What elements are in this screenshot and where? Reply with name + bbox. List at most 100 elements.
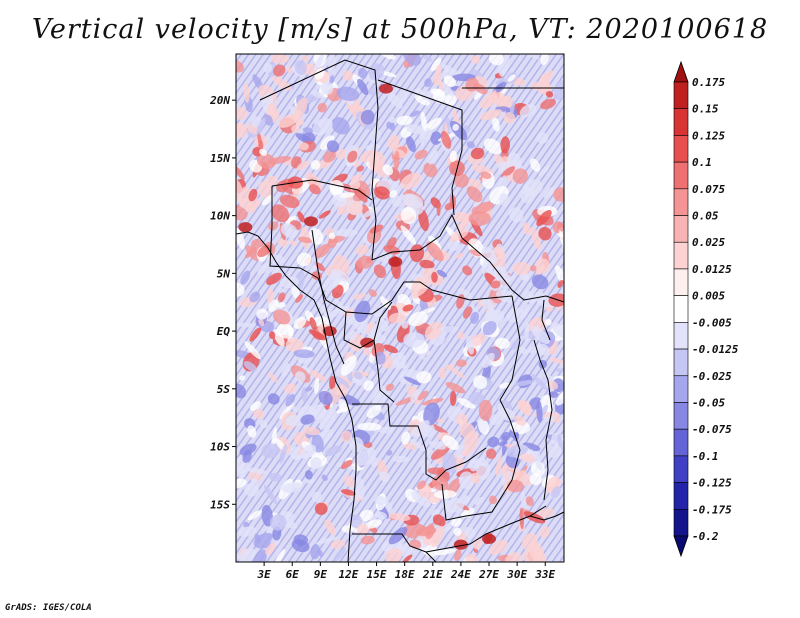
lon-tick-label: 9E [314,568,328,581]
field-blob [559,230,564,253]
field-blob [458,471,475,490]
colorbar-label: -0.125 [692,477,732,490]
field-blob [517,399,531,413]
field-blob [277,292,286,303]
field-blob [267,393,280,405]
field-blob [244,482,259,497]
lat-tick-label: 15N [210,152,230,165]
field-blob [263,113,274,126]
field-blob [421,307,436,314]
field-blob [315,536,339,545]
field-blob [469,249,481,257]
field-blob [441,522,454,533]
field-blob [529,158,541,172]
field-blob [509,207,524,223]
field-blob [368,63,385,81]
lon-tick-label: 33E [534,568,555,581]
lat-tick-label: 5S [217,383,231,396]
colorbar-label: 0.15 [692,103,719,116]
field-blob [424,78,432,88]
country-borders [235,59,565,563]
field-blob [281,482,303,493]
lon-tick-label: 21E [422,568,443,581]
field-blob [536,343,550,356]
field-blob [431,525,445,548]
field-blob [538,226,552,241]
field-blob [327,54,336,77]
field-blob [449,390,457,407]
border-line [425,551,437,563]
field-blob [531,227,542,250]
field-blob [269,514,287,531]
field-blob [315,262,326,272]
field-blob [415,526,437,537]
field-blob [250,116,262,127]
border-line [311,229,345,365]
field-blob [401,431,411,445]
field-blob [355,244,369,256]
field-blob [278,114,299,128]
field-blob [340,430,352,442]
field-blob [417,390,429,401]
field-blob [520,491,527,510]
field-blob [470,55,481,64]
field-blob [268,372,278,383]
chart-title: Vertical velocity [m/s] at 500hPa, VT: 2… [31,14,769,45]
field-blob [335,376,350,389]
field-blob [322,150,337,163]
field-blob [314,243,331,258]
field-blob [293,316,307,329]
lon-tick-label: 15E [367,568,387,581]
field-blob [413,285,429,298]
colorbar-swatch [673,215,689,243]
field-blob [349,179,361,190]
field-blob [363,380,374,391]
field-blob [416,371,432,384]
field-blob [471,201,494,215]
field-blob [389,513,411,521]
field-blob [236,106,248,120]
field-blob [525,496,534,507]
field-blob [522,442,541,452]
velocity-blobs [236,54,564,562]
field-blob [456,359,467,368]
field-blob [245,467,268,474]
field-blob [557,434,564,452]
field-blob [436,203,441,217]
field-blob [388,527,408,545]
border-line [352,403,487,481]
field-blob [392,455,409,463]
field-blob [279,444,287,464]
field-blob [258,181,273,199]
strong-cell [238,222,253,233]
field-blob [473,83,488,95]
field-blob [517,346,528,355]
field-blob [236,122,248,139]
field-blob [488,495,498,505]
colorbar-swatch [673,241,689,270]
field-blob [368,289,377,297]
field-blob [245,202,256,214]
field-blob [266,103,278,117]
field-blob [498,175,507,187]
strong-cell [453,539,468,550]
field-blob [462,306,473,319]
field-blob [505,552,522,562]
field-blob [374,186,391,200]
field-blob [531,274,549,290]
field-blob [461,495,471,504]
field-blob [474,496,484,505]
lat-tick-label: 5N [217,267,231,280]
colorbar-label: 0.075 [692,183,725,196]
field-blob [440,325,459,333]
field-blob [298,236,313,244]
field-blob [410,389,421,402]
field-blob [430,444,450,460]
field-blob [357,422,382,431]
field-blob [387,91,403,109]
field-blob [548,391,559,398]
field-blob [329,179,344,195]
field-blob [239,443,257,456]
field-blob [367,87,381,96]
field-blob [436,75,444,91]
